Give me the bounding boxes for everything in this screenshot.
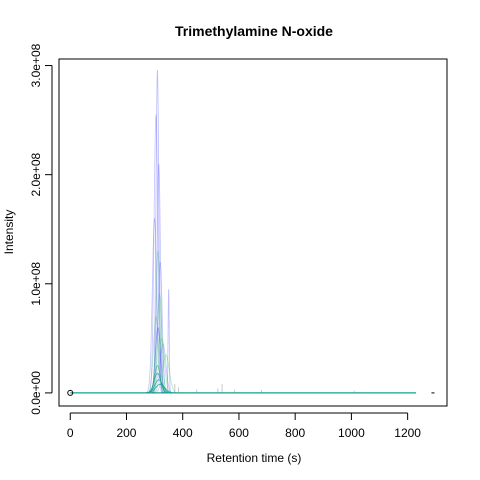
peak-trace-16 (142, 383, 178, 394)
peak-trace-6 (151, 343, 174, 394)
y-tick-label-3: 3.0e+08 (29, 43, 43, 87)
y-axis: 0.0e+00 1.0e+08 2.0e+08 3.0e+08 (29, 43, 53, 415)
x-tick-label-5: 1000 (338, 426, 365, 440)
x-tick-label-1: 200 (116, 426, 136, 440)
peak-trace-12 (152, 354, 180, 394)
peak-trace-4 (152, 261, 168, 394)
plot-frame (58, 58, 448, 407)
x-tick-label-4: 800 (285, 426, 305, 440)
chart-title: Trimethylamine N-oxide (175, 23, 333, 39)
marker-point (67, 389, 74, 396)
x-tick-label-6: 1200 (394, 426, 421, 440)
x-axis: 0 200 400 600 800 1000 1200 (67, 412, 421, 440)
x-axis-label: Retention time (s) (207, 451, 302, 465)
x-tick-label-0: 0 (67, 426, 74, 440)
x-tick-label-3: 600 (229, 426, 249, 440)
peak-trace-10 (145, 315, 167, 394)
peak-trace-3 (145, 218, 164, 394)
peak-trace-11 (150, 337, 173, 394)
y-axis-label: Intensity (2, 210, 16, 255)
chart-traces (67, 69, 435, 396)
x-tick-label-2: 400 (173, 426, 193, 440)
y-tick-label-2: 2.0e+08 (29, 152, 43, 196)
y-tick-label-1: 1.0e+08 (29, 262, 43, 306)
y-tick-label-0: 0.0e+00 (29, 371, 43, 415)
